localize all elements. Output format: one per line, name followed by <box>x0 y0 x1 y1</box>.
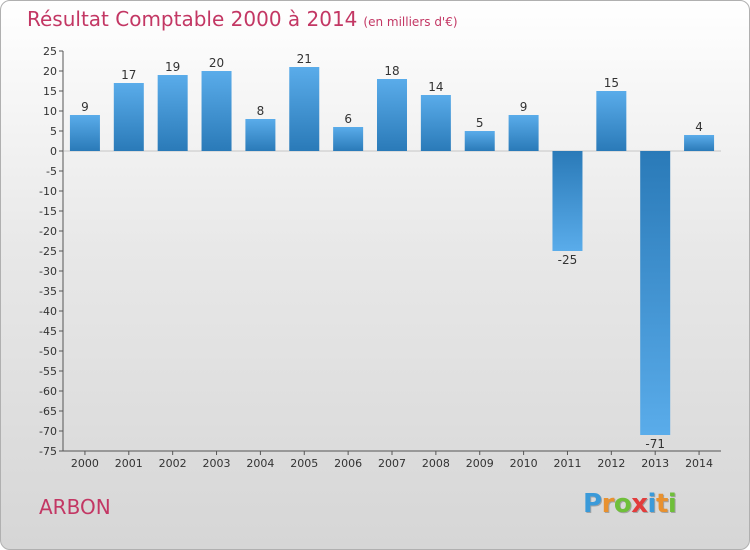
bar-value-label: -25 <box>558 253 578 267</box>
commune-name: ARBON <box>39 495 111 519</box>
bar-value-label: 6 <box>344 112 352 126</box>
logo-letter: t <box>655 489 668 519</box>
bar <box>69 115 100 151</box>
bar <box>113 83 144 151</box>
y-tick-label: -55 <box>39 365 57 378</box>
title-unit: (en milliers d'€) <box>363 15 458 29</box>
x-tick-label: 2010 <box>510 457 538 470</box>
logo-letter: i <box>667 489 677 519</box>
y-tick-label: -30 <box>39 265 57 278</box>
y-tick-label: 25 <box>43 45 57 58</box>
bar <box>201 71 232 151</box>
bar-value-label: 19 <box>165 60 180 74</box>
bar-value-label: 20 <box>209 56 224 70</box>
x-tick-label: 2001 <box>115 457 143 470</box>
logo-letter: x <box>631 489 648 519</box>
bar <box>596 91 627 151</box>
y-tick-label: -40 <box>39 305 57 318</box>
bar <box>289 67 320 151</box>
bar <box>377 79 407 151</box>
y-tick-label: 10 <box>43 105 57 118</box>
x-tick-label: 2000 <box>71 457 99 470</box>
x-tick-label: 2011 <box>553 457 581 470</box>
x-tick-label: 2004 <box>246 457 274 470</box>
x-tick-label: 2005 <box>290 457 318 470</box>
chart-title: Résultat Comptable 2000 à 2014 (en millie… <box>27 7 458 31</box>
bar <box>684 135 715 151</box>
bar <box>464 131 495 151</box>
bar <box>640 151 671 435</box>
bar <box>552 151 583 251</box>
y-tick-label: 5 <box>50 125 57 138</box>
bar <box>157 75 188 151</box>
y-tick-label: -5 <box>46 165 57 178</box>
title-text: Résultat Comptable 2000 à 2014 <box>27 7 358 31</box>
x-tick-label: 2002 <box>159 457 187 470</box>
x-tick-label: 2014 <box>685 457 713 470</box>
y-tick-label: -70 <box>39 425 57 438</box>
bar-value-label: 5 <box>476 116 484 130</box>
y-tick-label: 20 <box>43 65 57 78</box>
logo-letter: i <box>647 489 657 519</box>
x-tick-label: 2008 <box>422 457 450 470</box>
bar-value-label: 8 <box>257 104 265 118</box>
bar <box>245 119 276 151</box>
y-tick-label: -15 <box>39 205 57 218</box>
bar-value-label: -71 <box>645 437 665 451</box>
y-tick-label: -45 <box>39 325 57 338</box>
logo-letter: r <box>601 489 615 519</box>
logo-letter: o <box>613 489 632 519</box>
bar <box>333 127 364 151</box>
x-tick-label: 2003 <box>203 457 231 470</box>
bar-value-label: 14 <box>428 80 443 94</box>
bar-value-label: 9 <box>81 100 89 114</box>
y-tick-label: 0 <box>50 145 57 158</box>
x-tick-label: 2006 <box>334 457 362 470</box>
proxiti-logo: Proxiti <box>583 489 677 519</box>
x-tick-label: 2012 <box>597 457 625 470</box>
y-tick-label: -35 <box>39 285 57 298</box>
y-tick-label: 15 <box>43 85 57 98</box>
bar <box>508 115 539 151</box>
x-tick-label: 2009 <box>466 457 494 470</box>
y-tick-label: -20 <box>39 225 57 238</box>
y-tick-label: -25 <box>39 245 57 258</box>
x-tick-label: 2007 <box>378 457 406 470</box>
y-tick-label: -65 <box>39 405 57 418</box>
logo-letter: P <box>583 489 602 519</box>
bar-value-label: 17 <box>121 68 136 82</box>
bar-value-label: 15 <box>604 76 619 90</box>
y-tick-label: -75 <box>39 445 57 458</box>
bar-value-label: 18 <box>384 64 399 78</box>
y-tick-label: -50 <box>39 345 57 358</box>
bar-value-label: 21 <box>297 52 312 66</box>
y-tick-label: -60 <box>39 385 57 398</box>
bar-value-label: 4 <box>695 120 703 134</box>
bar-value-label: 9 <box>520 100 528 114</box>
y-tick-label: -10 <box>39 185 57 198</box>
bar <box>420 95 451 151</box>
x-tick-label: 2013 <box>641 457 669 470</box>
